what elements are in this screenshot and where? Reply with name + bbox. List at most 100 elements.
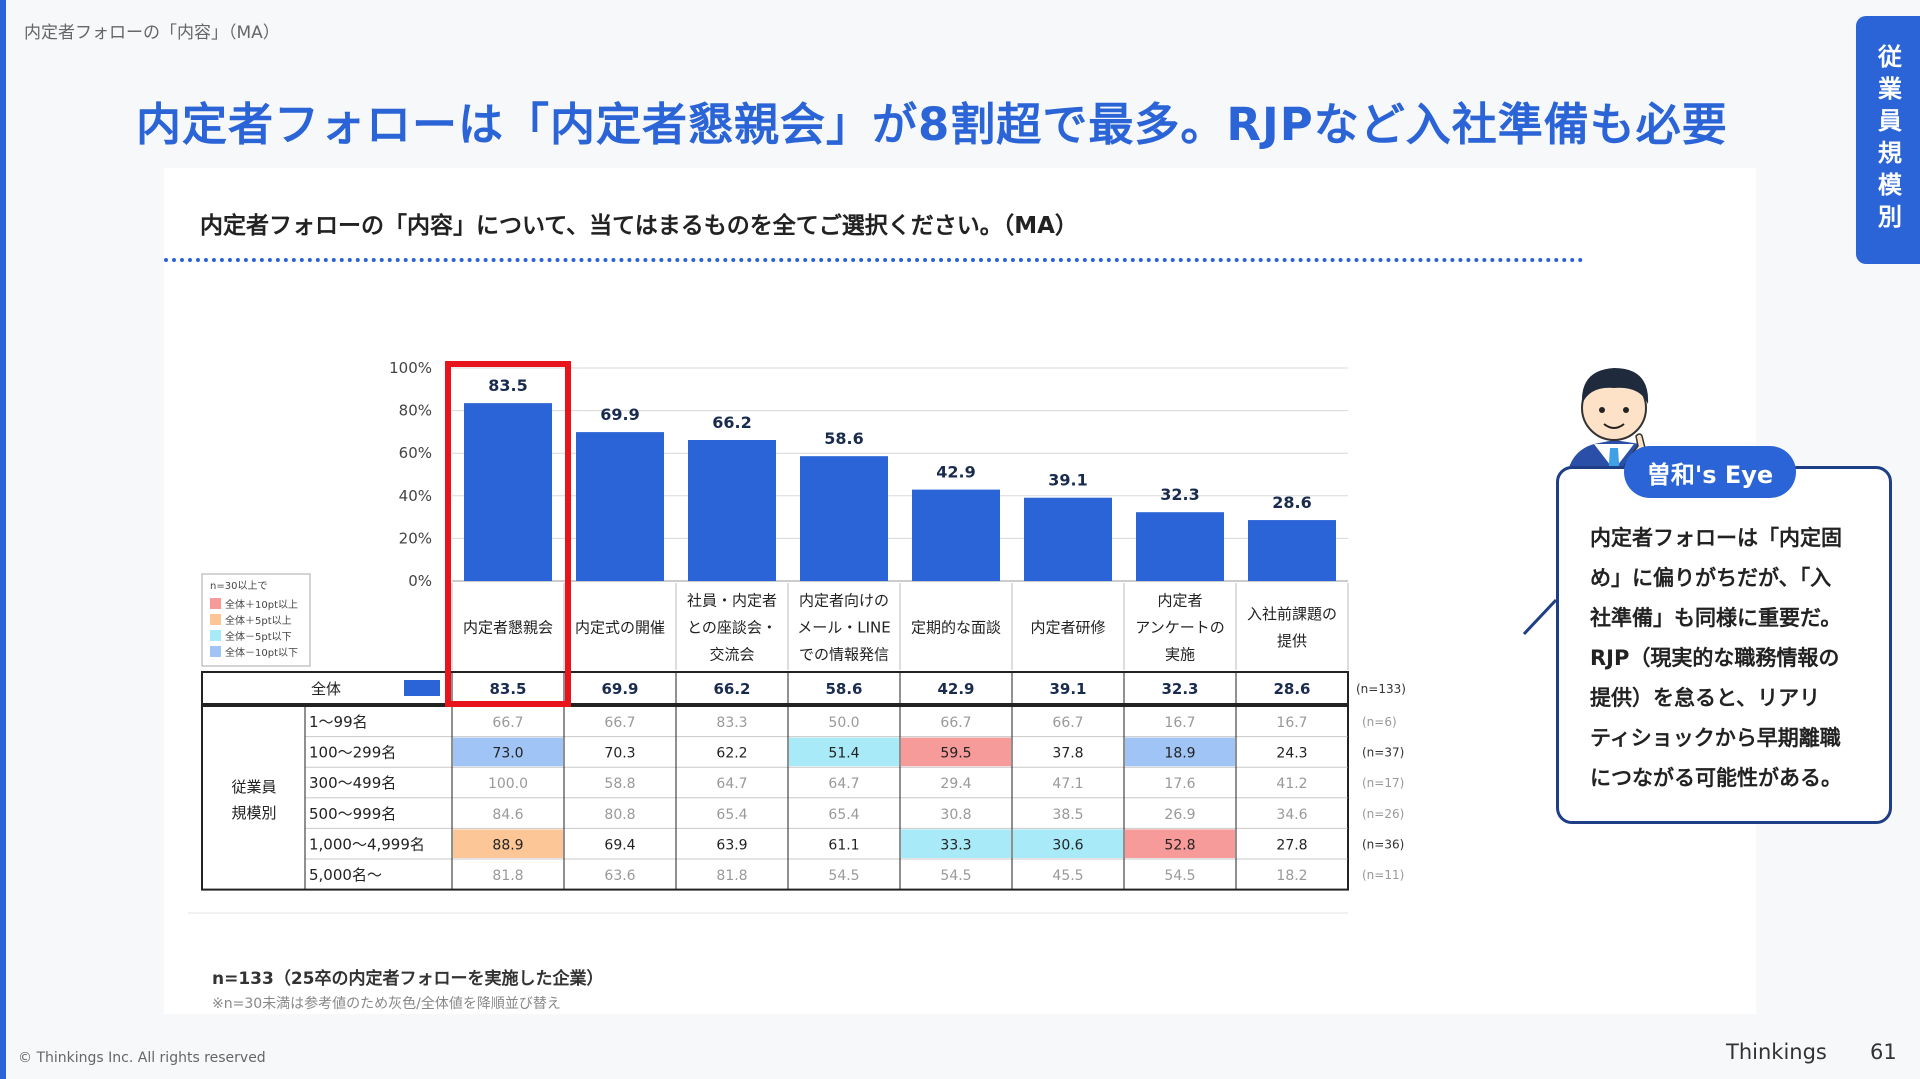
total-row-label: 全体	[311, 680, 341, 698]
category-label: での情報発信	[799, 646, 889, 664]
total-row	[201, 671, 1349, 705]
legend-label: 全体－10pt以下	[225, 646, 298, 659]
category-label: 交流会	[709, 646, 754, 664]
table-cell: 54.5	[1164, 868, 1195, 884]
table-cell: 88.9	[492, 837, 523, 853]
row-label: 1～99名	[309, 713, 368, 731]
total-row-swatch	[404, 680, 440, 696]
brand-name: Thinkings	[1726, 1040, 1827, 1064]
category-label: 内定者懇親会	[463, 619, 553, 637]
table-cell: 54.5	[828, 868, 859, 884]
highlight-frame	[445, 361, 571, 707]
legend-swatch	[210, 646, 221, 657]
bar	[1136, 512, 1224, 581]
y-tick-label: 60%	[399, 444, 432, 462]
highlight-cell	[901, 737, 1011, 767]
total-cell: 28.6	[1273, 680, 1310, 698]
bar	[1248, 520, 1336, 581]
total-row-n: (n=133)	[1356, 682, 1406, 696]
commentary-line: 提供）を怠ると、リアリ	[1590, 686, 1821, 710]
table-cell: 66.7	[604, 715, 635, 731]
table-cell: 16.7	[1276, 715, 1307, 731]
bar-value-label: 66.2	[712, 413, 751, 432]
legend-swatch	[210, 614, 221, 625]
row-label: 100～299名	[309, 744, 396, 762]
legend-swatch	[210, 598, 221, 609]
commentary-line: 内定者フォローは「内定固	[1590, 526, 1842, 550]
commentary-line: につながる可能性がある。	[1590, 766, 1842, 790]
bar-value-label: 69.9	[600, 405, 639, 424]
commentary-label: 曽和's Eye	[1624, 446, 1796, 498]
bar-value-label: 32.3	[1160, 485, 1199, 504]
table-cell: 30.8	[940, 807, 971, 823]
total-cell: 39.1	[1049, 680, 1086, 698]
table-cell: 26.9	[1164, 807, 1195, 823]
commentary-text: 内定者フォローは「内定固 め」に偏りがちだが、「入 社準備」も同様に重要だ。 RJP（…	[1590, 518, 1876, 798]
table-cell: 34.6	[1276, 807, 1307, 823]
table-cell: 84.6	[492, 807, 523, 823]
table-cell: 66.7	[940, 715, 971, 731]
hair	[1581, 368, 1649, 404]
y-tick-label: 20%	[399, 529, 432, 547]
total-cell: 69.9	[601, 680, 638, 698]
table-cell: 17.6	[1164, 776, 1195, 792]
total-cell: 58.6	[825, 680, 862, 698]
table-cell: 37.8	[1052, 746, 1083, 762]
table-cell: 73.0	[492, 746, 523, 762]
eye	[1599, 407, 1605, 413]
commentary-line: め」に偏りがちだが、「入	[1590, 566, 1832, 590]
legend-swatch	[210, 630, 221, 641]
mouth	[1603, 423, 1625, 429]
left-accent-bar	[0, 0, 6, 1079]
table-cell: 80.8	[604, 807, 635, 823]
category-label: アンケートの	[1135, 619, 1224, 637]
row-n: (n=26)	[1362, 807, 1404, 821]
bar	[464, 403, 552, 581]
speech-pointer	[1522, 598, 1558, 636]
row-n: (n=36)	[1362, 837, 1404, 851]
total-cell: 83.5	[489, 680, 526, 698]
bar-value-label: 58.6	[824, 429, 863, 448]
highlight-cell	[453, 829, 563, 858]
side-tab[interactable]: 従業員規模別	[1856, 16, 1920, 264]
legend-label: 全体＋10pt以上	[225, 598, 298, 611]
table-cell: 24.3	[1276, 746, 1307, 762]
category-label: 内定者研修	[1030, 619, 1105, 637]
y-tick-label: 100%	[389, 359, 432, 377]
reference-note: ※n=30未満は参考値のため灰色/全体値を降順並び替え	[212, 996, 561, 1012]
category-label: との座談会・	[687, 619, 777, 637]
commentary-line: RJP（現実的な職務情報の	[1590, 646, 1840, 670]
commentary-line: 社準備」も同様に重要だ。	[1590, 606, 1842, 630]
table-cell: 59.5	[940, 746, 971, 762]
table-cell: 100.0	[488, 776, 528, 792]
row-label: 5,000名～	[309, 866, 382, 884]
table-cell: 33.3	[940, 837, 971, 853]
table-cell: 63.6	[604, 868, 635, 884]
page-title: 内定者フォローは「内定者懇親会」が8割超で最多。RJPなど入社準備も必要	[136, 98, 1728, 151]
row-n: (n=6)	[1362, 715, 1397, 729]
table-cell: 81.8	[716, 868, 747, 884]
table-cell: 66.7	[1052, 715, 1083, 731]
category-label: 内定者向けの	[799, 592, 889, 610]
category-label: メール・LINE	[797, 619, 890, 637]
bar	[576, 432, 664, 581]
table-cell: 27.8	[1276, 837, 1307, 853]
table-cell: 63.9	[716, 837, 747, 853]
y-tick-label: 0%	[408, 572, 432, 590]
category-label: 実施	[1165, 646, 1195, 664]
row-label: 1,000～4,999名	[309, 835, 425, 853]
page-number: 61	[1870, 1040, 1897, 1064]
category-label: 社員・内定者	[687, 592, 777, 610]
table-cell: 64.7	[716, 776, 747, 792]
table-cell: 47.1	[1052, 776, 1083, 792]
category-label: 定期的な面談	[911, 619, 1001, 637]
y-tick-label: 40%	[399, 487, 432, 505]
table-cell: 61.1	[828, 837, 859, 853]
category-label: 提供	[1277, 632, 1307, 650]
table-cell: 18.9	[1164, 746, 1195, 762]
category-label: 内定者	[1157, 592, 1202, 610]
table-cell: 45.5	[1052, 868, 1083, 884]
total-cell: 42.9	[937, 680, 974, 698]
highlight-cell	[901, 829, 1011, 858]
